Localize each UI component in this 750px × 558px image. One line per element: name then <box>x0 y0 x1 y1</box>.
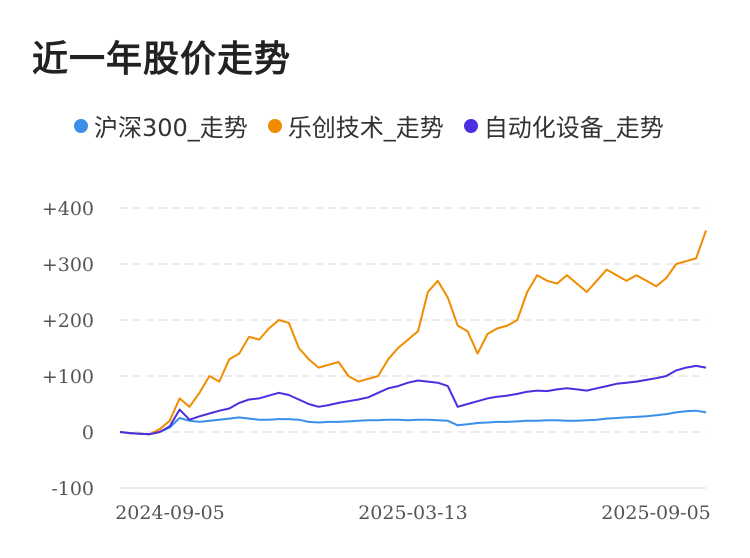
chart-legend: 沪深300_走势 乐创技术_走势 自动化设备_走势 <box>74 108 684 143</box>
y-tick-label: -100 <box>51 478 94 500</box>
y-tick-label: +100 <box>42 366 94 388</box>
y-tick-label: 0 <box>82 422 94 444</box>
legend-marker-automation <box>463 118 478 133</box>
y-tick-label: +300 <box>42 254 94 276</box>
y-tick-label: +200 <box>42 310 94 332</box>
chart-title: 近一年股价走势 <box>32 39 292 80</box>
series-line-1 <box>119 230 707 436</box>
legend-marker-hs300 <box>74 118 88 133</box>
legend-label-hs300: 沪深300_走势 <box>94 114 248 142</box>
series-lines <box>119 230 707 436</box>
grid-lines <box>120 207 706 489</box>
y-tick-label: +400 <box>42 198 94 220</box>
legend-item-lechuang[interactable]: 乐创技术_走势 <box>267 108 444 143</box>
x-tick-label: 2024-09-05 <box>115 502 225 524</box>
series-line-0 <box>119 409 707 436</box>
x-tick-label: 2025-03-13 <box>358 502 468 524</box>
x-tick-label: 2025-09-05 <box>601 502 711 524</box>
legend-label-lechuang: 乐创技术_走势 <box>287 114 444 142</box>
y-axis-ticks: +400 +300 +200 +100 0 -100 <box>42 198 94 500</box>
series-line-2 <box>119 364 707 436</box>
legend-item-automation[interactable]: 自动化设备_走势 <box>463 108 664 143</box>
legend-marker-lechuang <box>267 118 282 133</box>
x-axis-ticks: 2024-09-05 2025-03-13 2025-09-05 <box>115 502 711 524</box>
legend-item-hs300[interactable]: 沪深300_走势 <box>74 108 248 143</box>
legend-label-automation: 自动化设备_走势 <box>483 114 664 142</box>
